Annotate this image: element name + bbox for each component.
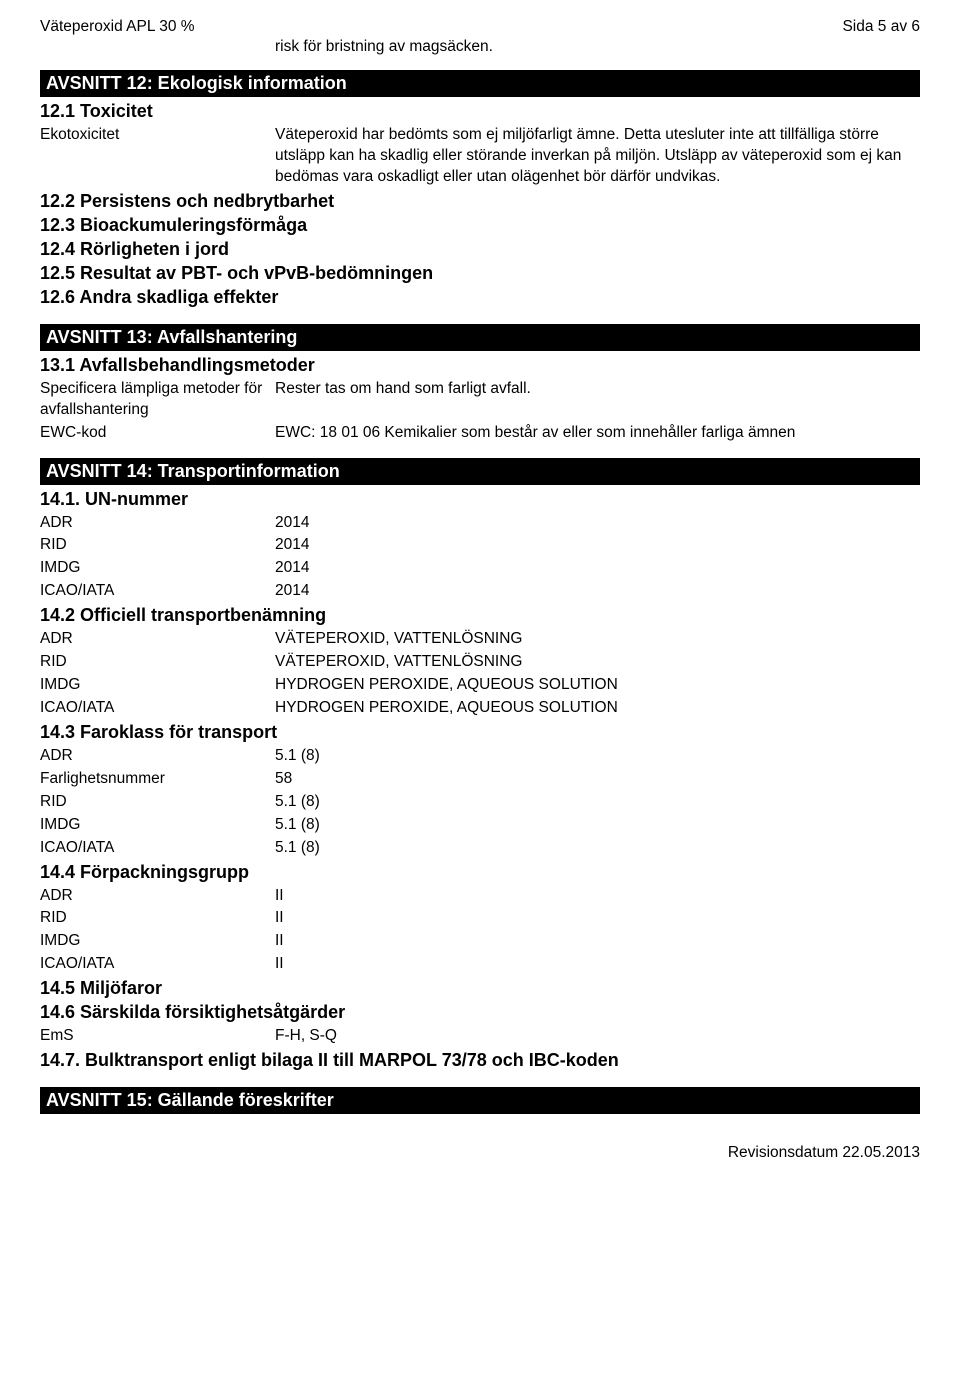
value-haz-far: 58 bbox=[275, 769, 920, 790]
value-haz-icao: 5.1 (8) bbox=[275, 838, 920, 859]
value-haz-adr: 5.1 (8) bbox=[275, 746, 920, 767]
value-pack-adr: II bbox=[275, 886, 920, 907]
value-pack-icao: II bbox=[275, 954, 920, 975]
heading-14-2: 14.2 Officiell transportbenämning bbox=[40, 605, 920, 626]
label-haz-far: Farlighetsnummer bbox=[40, 769, 275, 790]
heading-12-2: 12.2 Persistens och nedbrytbarhet bbox=[40, 191, 920, 212]
label-name-rid: RID bbox=[40, 652, 275, 673]
value-name-rid: VÄTEPEROXID, VATTENLÖSNING bbox=[275, 652, 920, 673]
label-name-adr: ADR bbox=[40, 629, 275, 650]
label-haz-adr: ADR bbox=[40, 746, 275, 767]
label-ems: EmS bbox=[40, 1026, 275, 1047]
heading-14-4: 14.4 Förpackningsgrupp bbox=[40, 862, 920, 883]
label-haz-imdg: IMDG bbox=[40, 815, 275, 836]
section-12-title: AVSNITT 12: Ekologisk information bbox=[40, 70, 920, 97]
label-pack-icao: ICAO/IATA bbox=[40, 954, 275, 975]
value-name-imdg: HYDROGEN PEROXIDE, AQUEOUS SOLUTION bbox=[275, 675, 920, 696]
heading-12-4: 12.4 Rörligheten i jord bbox=[40, 239, 920, 260]
value-pack-rid: II bbox=[275, 908, 920, 929]
label-haz-rid: RID bbox=[40, 792, 275, 813]
label-name-icao: ICAO/IATA bbox=[40, 698, 275, 719]
value-ems: F-H, S-Q bbox=[275, 1026, 920, 1047]
value-ekotoxicitet: Väteperoxid har bedömts som ej miljöfarl… bbox=[275, 125, 920, 188]
label-un-icao: ICAO/IATA bbox=[40, 581, 275, 602]
heading-12-1: 12.1 Toxicitet bbox=[40, 101, 920, 122]
heading-14-6: 14.6 Särskilda försiktighetsåtgärder bbox=[40, 1002, 920, 1023]
continuation-text: risk för bristning av magsäcken. bbox=[275, 38, 920, 56]
section-14-title: AVSNITT 14: Transportinformation bbox=[40, 458, 920, 485]
revision-date: Revisionsdatum 22.05.2013 bbox=[40, 1144, 920, 1162]
label-un-rid: RID bbox=[40, 535, 275, 556]
value-name-adr: VÄTEPEROXID, VATTENLÖSNING bbox=[275, 629, 920, 650]
label-spec-methods: Specificera lämpliga metoder för avfalls… bbox=[40, 379, 275, 421]
value-un-adr: 2014 bbox=[275, 513, 920, 534]
section-13-title: AVSNITT 13: Avfallshantering bbox=[40, 324, 920, 351]
label-pack-adr: ADR bbox=[40, 886, 275, 907]
value-haz-imdg: 5.1 (8) bbox=[275, 815, 920, 836]
page-number: Sida 5 av 6 bbox=[842, 18, 920, 36]
value-pack-imdg: II bbox=[275, 931, 920, 952]
value-haz-rid: 5.1 (8) bbox=[275, 792, 920, 813]
label-un-adr: ADR bbox=[40, 513, 275, 534]
heading-12-5: 12.5 Resultat av PBT- och vPvB-bedömning… bbox=[40, 263, 920, 284]
label-ewc: EWC-kod bbox=[40, 423, 275, 444]
label-haz-icao: ICAO/IATA bbox=[40, 838, 275, 859]
heading-14-5: 14.5 Miljöfaror bbox=[40, 978, 920, 999]
value-un-imdg: 2014 bbox=[275, 558, 920, 579]
label-pack-imdg: IMDG bbox=[40, 931, 275, 952]
value-un-rid: 2014 bbox=[275, 535, 920, 556]
value-ewc: EWC: 18 01 06 Kemikalier som består av e… bbox=[275, 423, 920, 444]
section-15-title: AVSNITT 15: Gällande föreskrifter bbox=[40, 1087, 920, 1114]
label-pack-rid: RID bbox=[40, 908, 275, 929]
doc-title: Väteperoxid APL 30 % bbox=[40, 18, 195, 36]
heading-13-1: 13.1 Avfallsbehandlingsmetoder bbox=[40, 355, 920, 376]
value-name-icao: HYDROGEN PEROXIDE, AQUEOUS SOLUTION bbox=[275, 698, 920, 719]
heading-14-1: 14.1. UN-nummer bbox=[40, 489, 920, 510]
heading-14-7: 14.7. Bulktransport enligt bilaga II til… bbox=[40, 1050, 920, 1071]
label-ekotoxicitet: Ekotoxicitet bbox=[40, 125, 275, 188]
label-name-imdg: IMDG bbox=[40, 675, 275, 696]
value-un-icao: 2014 bbox=[275, 581, 920, 602]
heading-12-3: 12.3 Bioackumuleringsförmåga bbox=[40, 215, 920, 236]
heading-14-3: 14.3 Faroklass för transport bbox=[40, 722, 920, 743]
value-spec-methods: Rester tas om hand som farligt avfall. bbox=[275, 379, 920, 421]
label-un-imdg: IMDG bbox=[40, 558, 275, 579]
heading-12-6: 12.6 Andra skadliga effekter bbox=[40, 287, 920, 308]
